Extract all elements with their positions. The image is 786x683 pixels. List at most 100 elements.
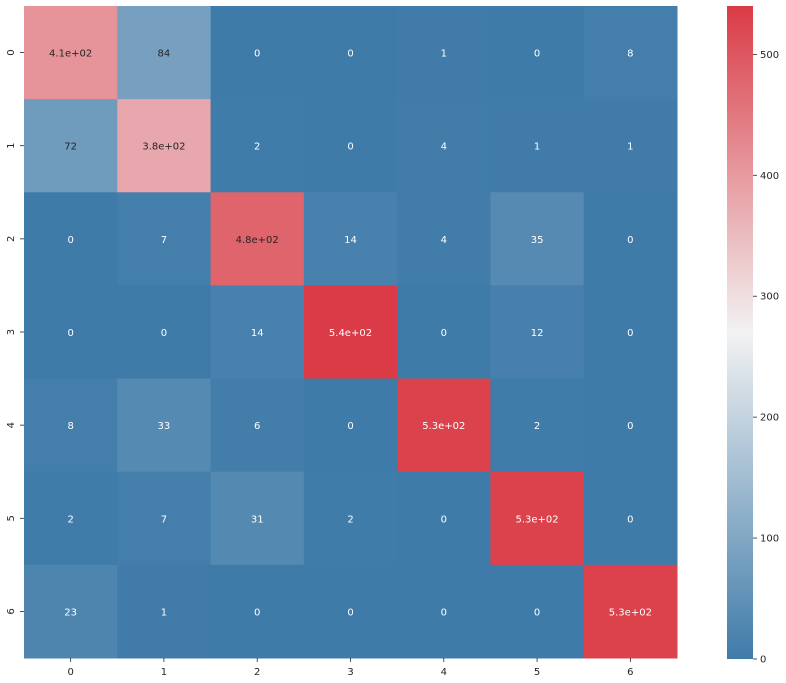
cell-annotation-2-3: 14 [344,235,357,246]
heatmap-cell-6-5 [490,564,585,659]
cell-annotation-6-1: 1 [161,607,167,618]
cell-annotation-5-1: 7 [161,514,167,525]
heatmap-cell-0-2 [210,6,305,100]
heatmap-cell-1-3 [303,99,398,193]
cell-annotation-4-2: 6 [254,421,260,432]
cell-annotation-3-0: 0 [67,328,73,339]
cell-annotation-4-1: 33 [158,421,171,432]
cell-annotation-1-4: 4 [441,142,447,153]
cell-annotation-0-3: 0 [347,49,353,60]
cell-annotation-3-3: 5.4e+02 [329,328,372,339]
cell-annotation-6-0: 23 [64,607,77,618]
cell-annotation-0-5: 0 [534,49,540,60]
cell-annotation-6-5: 0 [534,607,540,618]
heatmap-cell-0-0 [24,6,118,100]
heatmap-cell-2-0 [24,192,118,286]
cell-annotation-0-4: 1 [441,49,447,60]
y-tick-label-0: 0 [6,49,17,55]
heatmap-cell-5-5 [490,471,585,566]
heatmap-cell-1-1 [117,99,212,193]
y-tick-label-4: 4 [6,422,17,428]
y-axis: 0 1 2 3 4 5 6 [6,49,24,615]
cell-annotation-1-5: 1 [534,142,540,153]
heatmap-cell-6-4 [397,564,491,659]
cell-annotation-0-0: 4.1e+02 [49,49,92,60]
cell-annotation-3-4: 0 [441,328,447,339]
colorbar-tick-label-0: 0 [760,655,766,666]
heatmap-cells: 4.1e+02 84 0 0 1 0 872 3.8e+02 2 0 4 1 10 7 4.8e+02 14 4… [24,6,678,659]
heatmap-cell-2-2 [210,192,305,286]
heatmap-cell-4-2 [210,378,305,473]
heatmap-cell-3-1 [117,285,212,380]
heatmap-cell-1-5 [490,99,585,193]
heatmap-cell-5-6 [583,471,678,566]
cell-annotation-6-4: 0 [441,607,447,618]
heatmap-cell-2-5 [490,192,585,286]
cell-annotation-6-2: 0 [254,607,260,618]
cell-annotation-1-3: 0 [347,142,353,153]
x-tick-label-6: 6 [627,667,633,678]
heatmap-cell-3-2 [210,285,305,380]
heatmap-cell-2-1 [117,192,212,286]
colorbar: 0 100 200 300 400 500 [727,6,779,666]
cell-annotation-2-6: 0 [627,235,633,246]
heatmap-cell-0-5 [490,6,585,100]
cell-annotation-4-0: 8 [67,421,73,432]
heatmap-cell-4-0 [24,378,118,473]
cell-annotation-2-5: 35 [531,235,544,246]
heatmap-cell-6-6 [583,564,678,659]
cell-annotation-4-4: 5.3e+02 [422,421,465,432]
x-tick-label-0: 0 [67,667,73,678]
heatmap-cell-5-0 [24,471,118,566]
heatmap-cell-1-0 [24,99,118,193]
heatmap-cell-4-4 [397,378,491,473]
colorbar-tick-label-5: 500 [760,50,779,61]
heatmap-cell-6-3 [303,564,398,659]
heatmap-cell-0-3 [303,6,398,100]
cell-annotation-4-3: 0 [347,421,353,432]
heatmap-cell-5-1 [117,471,212,566]
cell-annotation-1-0: 72 [64,142,77,153]
heatmap-cell-0-6 [583,6,678,100]
cell-annotation-1-1: 3.8e+02 [142,142,185,153]
heatmap-cell-3-0 [24,285,118,380]
y-tick-label-1: 1 [6,143,17,149]
heatmap-cell-3-4 [397,285,491,380]
colorbar-tick-label-1: 100 [760,534,779,545]
cell-annotation-4-5: 2 [534,421,540,432]
cell-annotation-4-6: 0 [627,421,633,432]
cell-annotation-6-3: 0 [347,607,353,618]
x-tick-label-2: 2 [254,667,260,678]
colorbar-tick-label-4: 400 [760,171,779,182]
cell-annotation-2-2: 4.8e+02 [236,235,279,246]
cell-annotation-2-0: 0 [67,235,73,246]
heatmap-cell-6-0 [24,564,118,659]
cell-annotation-5-4: 0 [441,514,447,525]
cell-annotation-0-1: 84 [158,49,171,60]
x-axis: 0 1 2 3 4 5 6 [67,658,634,678]
cell-annotation-5-5: 5.3e+02 [515,514,558,525]
cell-annotation-6-6: 5.3e+02 [609,607,652,618]
heatmap-cell-3-3 [303,285,398,380]
heatmap-cell-4-3 [303,378,398,473]
colorbar-gradient [727,6,753,659]
colorbar-tick-label-2: 200 [760,413,779,424]
heatmap-cell-1-2 [210,99,305,193]
y-tick-label-3: 3 [6,329,17,335]
cell-annotation-1-6: 1 [627,142,633,153]
heatmap-cell-4-1 [117,378,212,473]
y-tick-label-2: 2 [6,236,17,242]
heatmap-cell-3-6 [583,285,678,380]
x-tick-label-4: 4 [441,667,447,678]
cell-annotation-3-2: 14 [251,328,264,339]
x-tick-label-1: 1 [161,667,167,678]
heatmap-cell-4-6 [583,378,678,473]
cell-annotation-5-2: 31 [251,514,264,525]
heatmap-cell-5-4 [397,471,491,566]
y-tick-label-5: 5 [6,515,17,521]
heatmap-cell-1-4 [397,99,491,193]
cell-annotation-0-6: 8 [627,49,633,60]
heatmap-cell-0-1 [117,6,212,100]
x-tick-label-5: 5 [534,667,540,678]
heatmap-cell-2-6 [583,192,678,286]
